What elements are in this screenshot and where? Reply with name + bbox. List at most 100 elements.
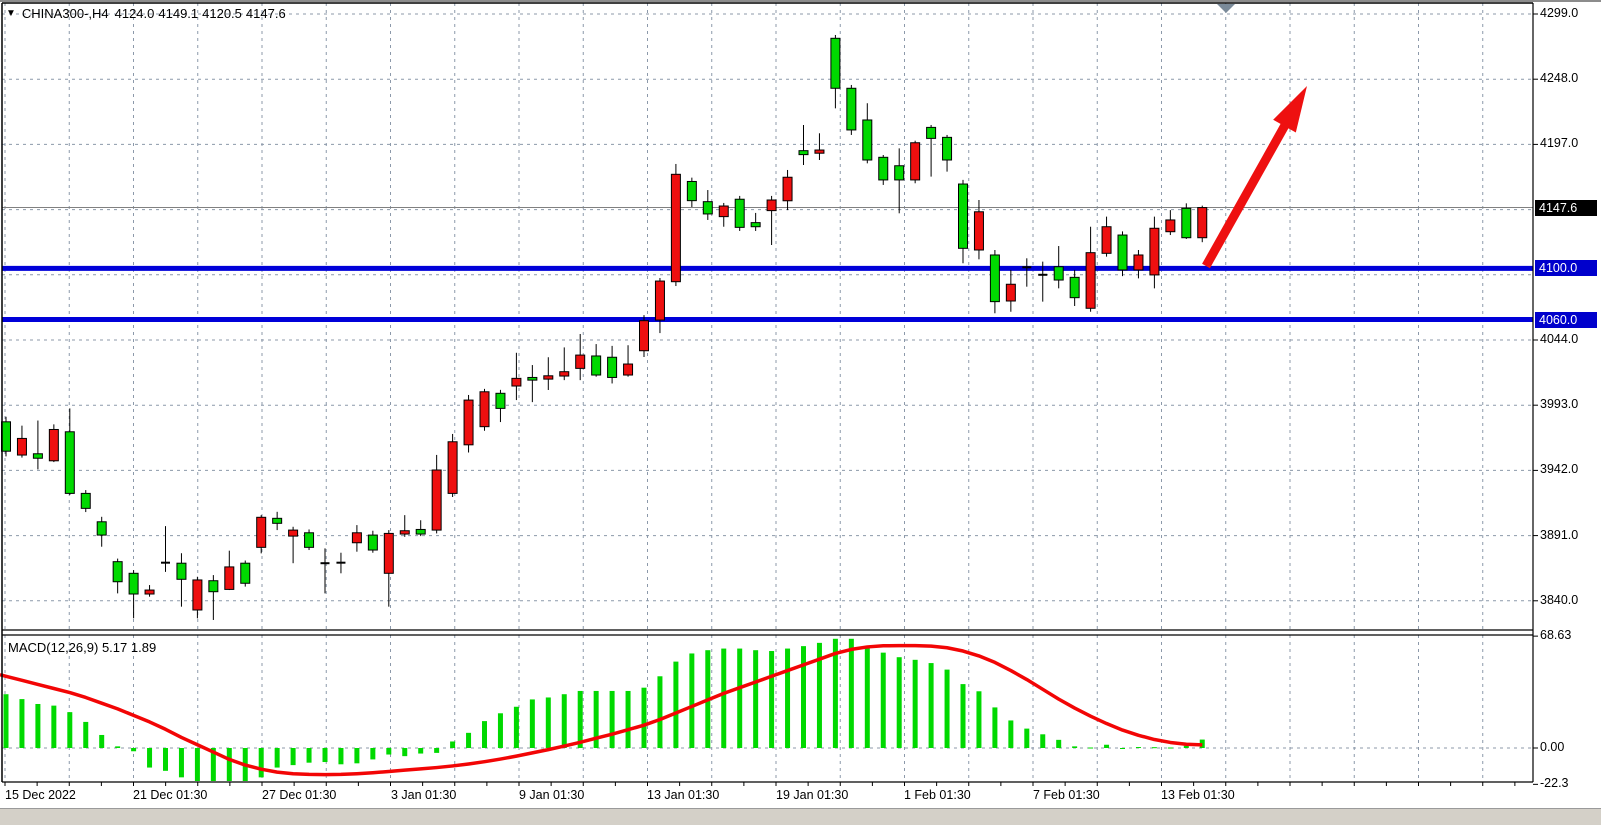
chart-dropdown-icon[interactable]: ▼ (6, 7, 16, 19)
macd-histogram-bar (816, 642, 822, 748)
candle-body (176, 562, 187, 580)
candle-body (208, 580, 219, 593)
candle-body (367, 534, 378, 551)
time-axis-label: 19 Jan 01:30 (776, 788, 849, 802)
candle-body (511, 377, 522, 387)
candle-body (16, 437, 27, 456)
macd-histogram-bar (466, 732, 472, 748)
macd-histogram-bar (338, 748, 344, 765)
candle-body (575, 354, 586, 369)
candle-body (894, 165, 905, 181)
ohlc-high: 4149.1 (158, 6, 199, 21)
macd-histogram-bar (753, 650, 759, 748)
price-axis-label: 4197.0 (1540, 136, 1579, 151)
chart-shift-marker-icon[interactable] (1217, 4, 1235, 13)
candle-body (304, 532, 315, 548)
macd-histogram-bar (51, 705, 57, 748)
candle-body (527, 376, 538, 381)
candle-body (80, 492, 91, 509)
candle-body (670, 173, 681, 283)
time-axis-label: 9 Jan 01:30 (519, 788, 585, 802)
time-axis-label: 13 Jan 01:30 (647, 788, 720, 802)
trend-arrow-shaft[interactable] (1202, 118, 1292, 269)
macd-axis-label: -22.3 (1540, 776, 1569, 791)
macd-histogram-bar (226, 748, 232, 781)
candle-body (718, 205, 729, 218)
macd-histogram-bar (673, 661, 679, 748)
candle-body (623, 363, 634, 376)
candle-body (1085, 252, 1096, 309)
candle-body (878, 156, 889, 181)
macd-histogram-bar (19, 699, 25, 748)
macd-axis-label: 0.00 (1540, 740, 1565, 754)
price-axis-label: 3891.0 (1540, 527, 1579, 542)
macd-histogram-bar (960, 684, 966, 748)
candle-body (351, 532, 362, 544)
macd-histogram-bar (625, 690, 631, 748)
ohlc-open: 4124.0 (114, 6, 155, 21)
window-bottom-strip (0, 808, 1601, 825)
candle-body (846, 87, 857, 131)
candle-body (64, 431, 75, 494)
macd-histogram-bar (1151, 747, 1157, 749)
candle-body (495, 392, 506, 409)
macd-histogram-bar (131, 748, 137, 752)
macd-histogram-bar (1120, 748, 1125, 749)
time-axis-label: 13 Feb 01:30 (1161, 788, 1235, 802)
time-axis-label: 1 Feb 01:30 (904, 788, 971, 802)
candle-body (1005, 283, 1016, 302)
time-axis-label: 27 Dec 01:30 (262, 788, 337, 802)
candle-body (639, 320, 649, 352)
candle-body (989, 254, 1000, 303)
trend-arrow-head[interactable] (1273, 86, 1307, 133)
macd-histogram-bar (35, 703, 41, 748)
macd-main-value: 5.17 (101, 640, 128, 655)
price-axis-label: 4044.0 (1540, 331, 1579, 346)
candle-body (128, 572, 139, 595)
macd-histogram-bar (115, 746, 121, 748)
ohlc-close: 4147.6 (245, 6, 286, 21)
candle-body (1133, 254, 1144, 271)
macd-histogram-bar (1135, 747, 1141, 749)
macd-histogram-bar (880, 652, 886, 748)
price-axis-label: 3840.0 (1540, 592, 1579, 607)
candle-body (192, 579, 203, 611)
macd-histogram-bar (194, 748, 200, 781)
candle-body (32, 453, 43, 459)
candle-body (1181, 207, 1192, 239)
candle-body (447, 441, 458, 494)
macd-histogram-bar (848, 638, 854, 748)
macd-histogram-bar (1104, 744, 1110, 748)
price-axis-label: 4248.0 (1540, 71, 1579, 86)
macd-histogram-bar (912, 659, 918, 748)
candle-body (559, 371, 570, 377)
macd-histogram-bar (992, 707, 998, 748)
candle-body (862, 119, 873, 161)
macd-histogram-bar (274, 748, 280, 768)
candle-body (1197, 207, 1208, 239)
macd-histogram-bar (83, 721, 89, 748)
candle-body (766, 199, 777, 212)
macd-histogram-bar (721, 648, 727, 748)
candle-body (1, 421, 11, 452)
candle-body (415, 528, 426, 535)
macd-histogram-bar (163, 748, 168, 771)
macd-histogram-bar (689, 653, 695, 748)
candle-body (288, 529, 299, 537)
candle-body (383, 532, 394, 574)
candle-body (591, 355, 602, 376)
macd-histogram-bar (864, 646, 870, 748)
macd-histogram-bar (769, 651, 775, 748)
macd-histogram-bar (418, 748, 424, 754)
candle-body (942, 136, 953, 161)
chart-header: ▼ CHINA300-,H4 4124.0 4149.1 4120.5 4147… (6, 6, 286, 21)
macd-histogram-bar (322, 748, 328, 763)
candle-body (399, 530, 410, 535)
macd-histogram-bar (354, 748, 360, 764)
macd-signal-line (0, 643, 1203, 777)
macd-histogram-bar (450, 741, 456, 748)
candle-body (686, 180, 697, 202)
macd-signal-value: 1.89 (130, 640, 157, 655)
macd-histogram-bar (1072, 746, 1078, 748)
